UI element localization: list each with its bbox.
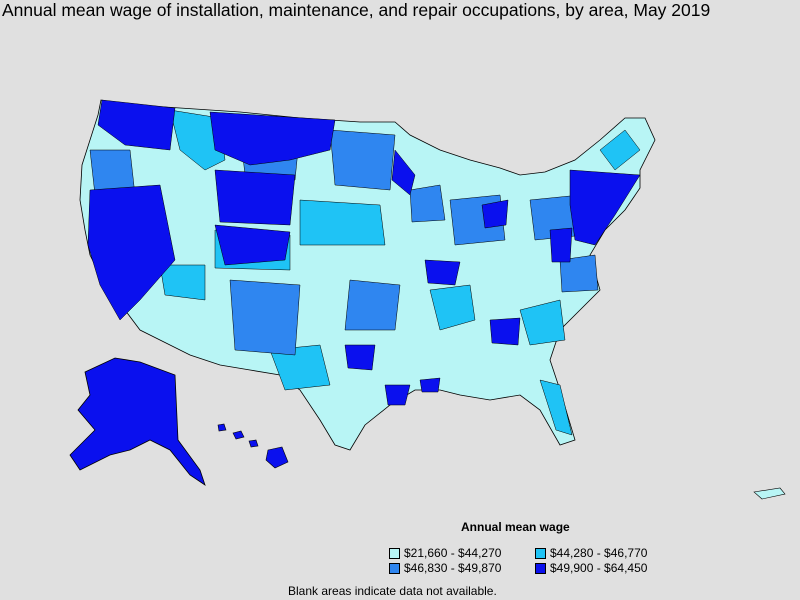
legend-title: Annual mean wage xyxy=(461,520,570,534)
legend-item-band-1: $21,660 - $44,270 xyxy=(389,546,501,560)
alaska-outline xyxy=(69,357,206,486)
legend-label: $49,900 - $64,450 xyxy=(550,561,648,575)
legend-swatch xyxy=(535,547,546,559)
legend-label: $44,280 - $46,770 xyxy=(550,546,648,560)
wage-band-49900-64450-regions xyxy=(87,99,641,406)
legend-item-band-2: $44,280 - $46,770 xyxy=(535,546,647,560)
hawaii-islands xyxy=(217,423,289,469)
legend-swatch xyxy=(389,547,400,559)
legend-swatch xyxy=(535,562,546,574)
legend-swatch xyxy=(389,562,400,574)
puerto-rico-outline xyxy=(753,487,786,500)
footnote: Blank areas indicate data not available. xyxy=(288,584,497,598)
legend-label: $46,830 - $49,870 xyxy=(404,561,502,575)
legend-label: $21,660 - $44,270 xyxy=(404,546,502,560)
legend-item-band-3: $46,830 - $49,870 xyxy=(389,561,501,575)
map-title: Annual mean wage of installation, mainte… xyxy=(2,0,711,20)
legend-item-band-4: $49,900 - $64,450 xyxy=(535,561,647,575)
